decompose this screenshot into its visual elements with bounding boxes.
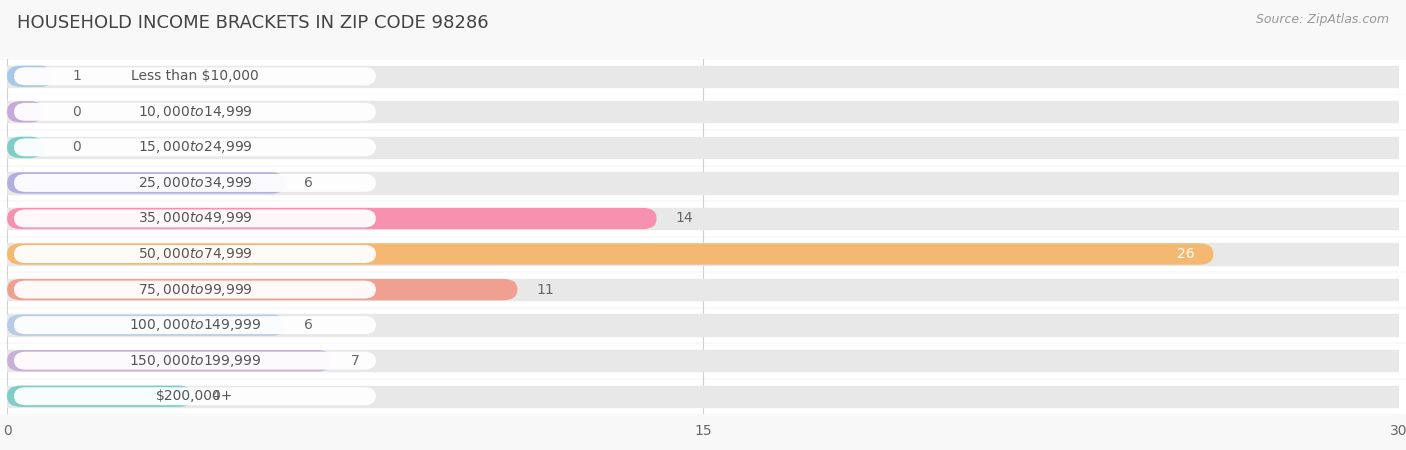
Bar xyxy=(0,309,1406,342)
Bar xyxy=(0,202,1406,235)
FancyBboxPatch shape xyxy=(7,386,193,407)
Text: HOUSEHOLD INCOME BRACKETS IN ZIP CODE 98286: HOUSEHOLD INCOME BRACKETS IN ZIP CODE 98… xyxy=(17,14,488,32)
Text: $100,000 to $149,999: $100,000 to $149,999 xyxy=(129,317,262,333)
Bar xyxy=(7,386,1399,407)
Bar xyxy=(7,172,1399,194)
FancyBboxPatch shape xyxy=(7,172,285,194)
FancyBboxPatch shape xyxy=(14,210,375,227)
FancyBboxPatch shape xyxy=(14,316,375,334)
FancyBboxPatch shape xyxy=(7,315,285,336)
Text: 4: 4 xyxy=(211,389,219,403)
FancyBboxPatch shape xyxy=(7,243,1213,265)
Text: 1: 1 xyxy=(72,69,82,83)
Text: 6: 6 xyxy=(304,318,314,332)
Text: $150,000 to $199,999: $150,000 to $199,999 xyxy=(129,353,262,369)
Text: 26: 26 xyxy=(1177,247,1195,261)
Bar xyxy=(0,131,1406,164)
Bar xyxy=(0,380,1406,413)
Text: 7: 7 xyxy=(350,354,359,368)
FancyBboxPatch shape xyxy=(7,66,53,87)
Bar xyxy=(7,208,1399,229)
FancyBboxPatch shape xyxy=(7,350,332,371)
FancyBboxPatch shape xyxy=(7,137,44,158)
Bar xyxy=(7,279,1399,300)
Bar xyxy=(7,137,1399,158)
Text: 6: 6 xyxy=(304,176,314,190)
FancyBboxPatch shape xyxy=(14,68,375,85)
Text: Less than $10,000: Less than $10,000 xyxy=(131,69,259,83)
FancyBboxPatch shape xyxy=(7,101,44,122)
Bar xyxy=(7,350,1399,371)
Bar xyxy=(7,101,1399,122)
Bar xyxy=(0,273,1406,306)
FancyBboxPatch shape xyxy=(14,281,375,298)
Text: Source: ZipAtlas.com: Source: ZipAtlas.com xyxy=(1256,14,1389,27)
FancyBboxPatch shape xyxy=(14,103,375,121)
FancyBboxPatch shape xyxy=(14,174,375,192)
FancyBboxPatch shape xyxy=(7,279,517,300)
Text: $75,000 to $99,999: $75,000 to $99,999 xyxy=(138,282,252,297)
FancyBboxPatch shape xyxy=(14,387,375,405)
Bar xyxy=(0,95,1406,128)
Text: 0: 0 xyxy=(72,105,80,119)
FancyBboxPatch shape xyxy=(14,352,375,369)
Bar xyxy=(7,315,1399,336)
Text: $50,000 to $74,999: $50,000 to $74,999 xyxy=(138,246,252,262)
Text: 0: 0 xyxy=(72,140,80,154)
Text: $35,000 to $49,999: $35,000 to $49,999 xyxy=(138,211,252,226)
Text: $200,000+: $200,000+ xyxy=(156,389,233,403)
Bar xyxy=(7,243,1399,265)
Bar xyxy=(0,344,1406,377)
Text: $25,000 to $34,999: $25,000 to $34,999 xyxy=(138,175,252,191)
FancyBboxPatch shape xyxy=(7,208,657,229)
Text: 11: 11 xyxy=(536,283,554,297)
Text: $10,000 to $14,999: $10,000 to $14,999 xyxy=(138,104,252,120)
Bar xyxy=(7,66,1399,87)
Text: 14: 14 xyxy=(675,212,693,225)
Text: $15,000 to $24,999: $15,000 to $24,999 xyxy=(138,140,252,155)
Bar xyxy=(0,166,1406,199)
FancyBboxPatch shape xyxy=(14,245,375,263)
Bar xyxy=(0,238,1406,270)
FancyBboxPatch shape xyxy=(14,139,375,156)
Bar xyxy=(0,60,1406,93)
